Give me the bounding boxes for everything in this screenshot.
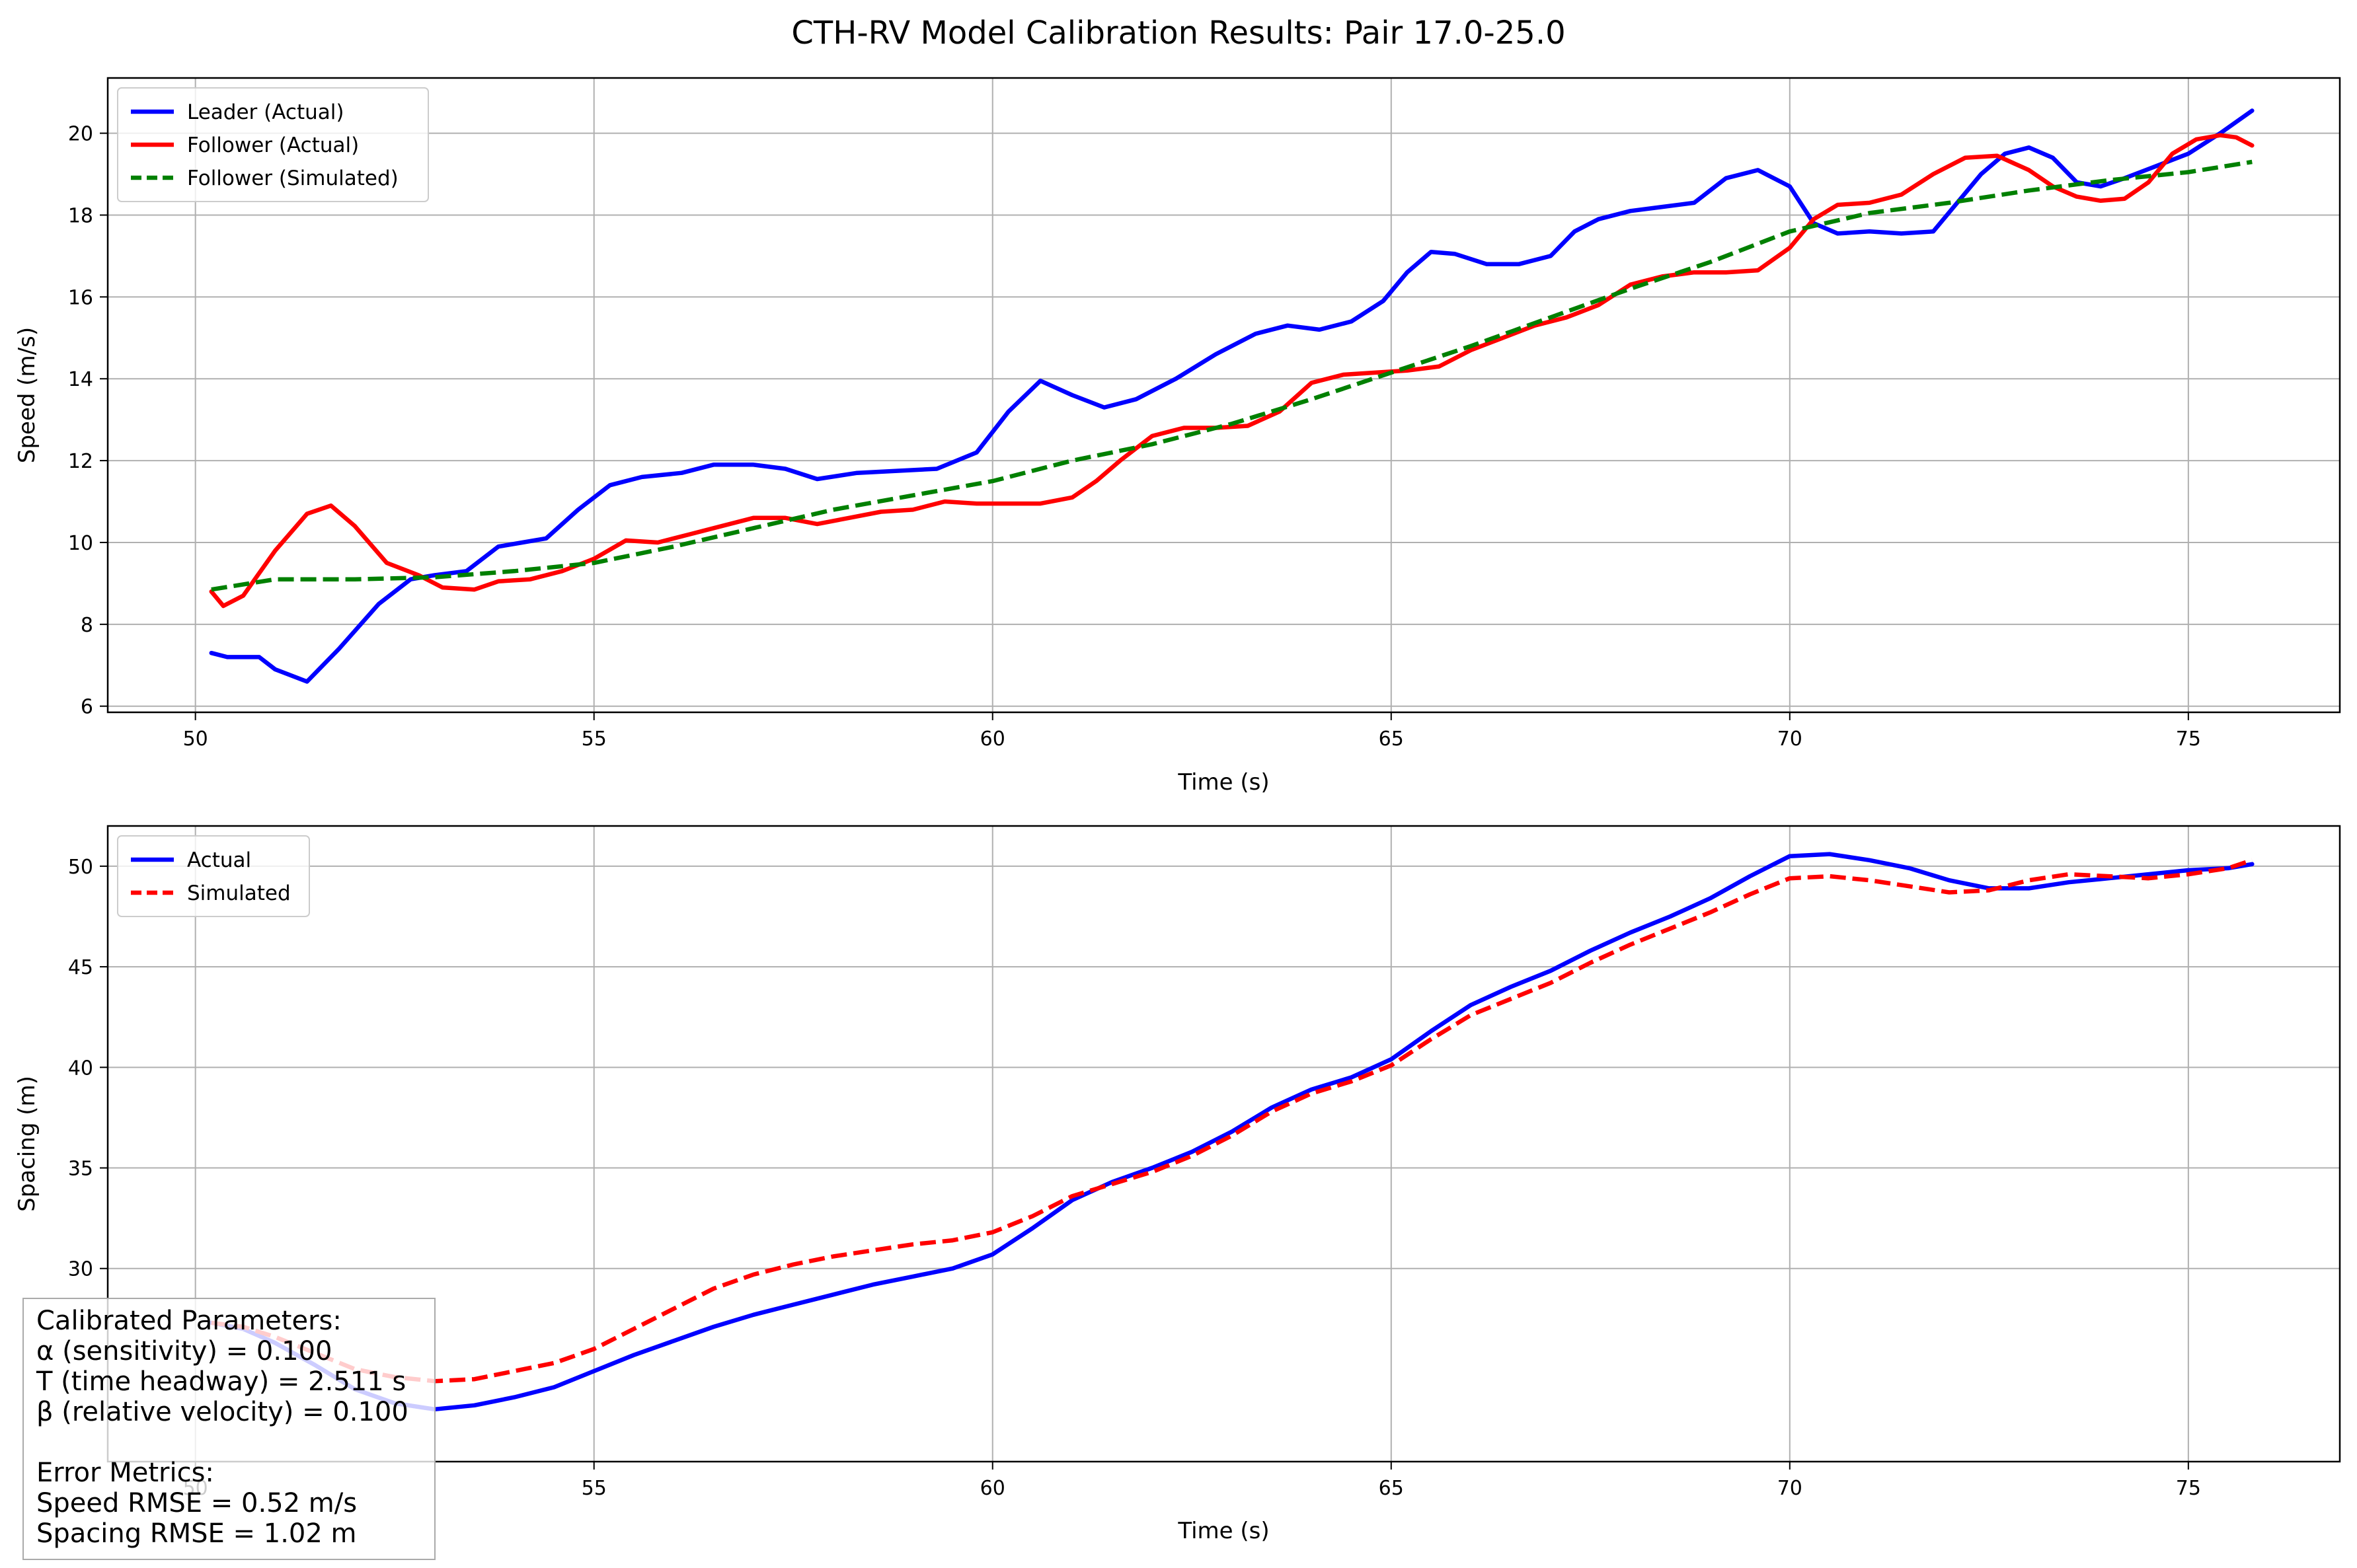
y-tick-label: 45 <box>68 956 93 979</box>
y-tick-label: 18 <box>68 204 93 227</box>
x-tick-label: 55 <box>582 728 607 751</box>
calibration-annotation-box: Calibrated Parameters: α (sensitivity) =… <box>22 1298 436 1560</box>
series-line-simulated <box>211 858 2253 1384</box>
speed-panel: 50 55 60 65 70 75 6 8 10 12 14 16 18 20 Time (s) Speed … <box>14 77 2341 796</box>
grid <box>108 78 2340 712</box>
y-axis-label: Speed (m/s) <box>14 327 40 463</box>
axes-frame <box>106 825 2341 1463</box>
y-tick-label: 35 <box>68 1158 93 1181</box>
y-tick-label: 50 <box>68 856 93 879</box>
legend-label: Leader (Actual) <box>187 100 344 124</box>
y-tick-label: 12 <box>68 450 93 473</box>
x-tick-label: 65 <box>1379 1477 1404 1500</box>
series-line-follower-simulated <box>211 159 2253 592</box>
annotation-line: T (time headway) = 2.511 s <box>36 1366 406 1397</box>
series-line-follower-actual <box>209 133 2255 609</box>
annotation-line: β (relative velocity) = 0.100 <box>36 1397 408 1427</box>
legend-label: Follower (Actual) <box>187 133 359 157</box>
series-line-leader-actual <box>209 108 2255 684</box>
legend: Leader (Actual) Follower (Actual) Follower… <box>117 87 429 202</box>
x-tick-label: 50 <box>183 728 208 751</box>
legend-label: Follower (Simulated) <box>187 167 399 190</box>
spacing-panel: 5055606570753035404550Time (s)Spacing (m… <box>14 825 2341 1544</box>
series-line-actual <box>209 852 2255 1412</box>
x-tick-label: 55 <box>582 1477 607 1500</box>
legend-label: Actual <box>187 848 251 872</box>
x-tick-label: 60 <box>980 728 1005 751</box>
annotation-line: α (sensitivity) = 0.100 <box>36 1336 332 1366</box>
annotation-line: Error Metrics: <box>36 1458 214 1488</box>
y-tick-label: 8 <box>81 614 93 637</box>
x-tick-label: 75 <box>2176 1477 2201 1500</box>
x-axis-label: Time (s) <box>1177 769 1269 796</box>
y-tick-label: 16 <box>68 286 93 309</box>
figure-title: CTH-RV Model Calibration Results: Pair 1… <box>791 15 1565 52</box>
y-axis-label: Spacing (m) <box>14 1076 40 1212</box>
y-tick-label: 40 <box>68 1057 93 1080</box>
x-tick-label: 70 <box>1777 728 1802 751</box>
x-tick-label: 70 <box>1777 1477 1802 1500</box>
x-tick-label: 60 <box>980 1477 1005 1500</box>
y-tick-label: 30 <box>68 1258 93 1281</box>
y-tick-label: 10 <box>68 532 93 555</box>
y-tick-label: 14 <box>68 368 93 391</box>
annotation-line: Speed RMSE = 0.52 m/s <box>36 1488 357 1518</box>
legend-frame <box>117 87 429 202</box>
y-tick-label: 6 <box>81 696 93 719</box>
x-axis-label: Time (s) <box>1177 1518 1269 1544</box>
legend-label: Simulated <box>187 881 291 905</box>
grid <box>108 826 2340 1462</box>
y-tick-label: 20 <box>68 123 93 146</box>
legend: Actual Simulated <box>117 835 310 917</box>
annotation-line: Calibrated Parameters: <box>36 1306 342 1336</box>
legend-frame <box>117 835 310 917</box>
x-tick-label: 65 <box>1379 728 1404 751</box>
annotation-line: Spacing RMSE = 1.02 m <box>36 1518 357 1549</box>
x-tick-label: 75 <box>2176 728 2201 751</box>
annotation-background <box>22 1298 436 1560</box>
axes-frame <box>106 77 2341 714</box>
